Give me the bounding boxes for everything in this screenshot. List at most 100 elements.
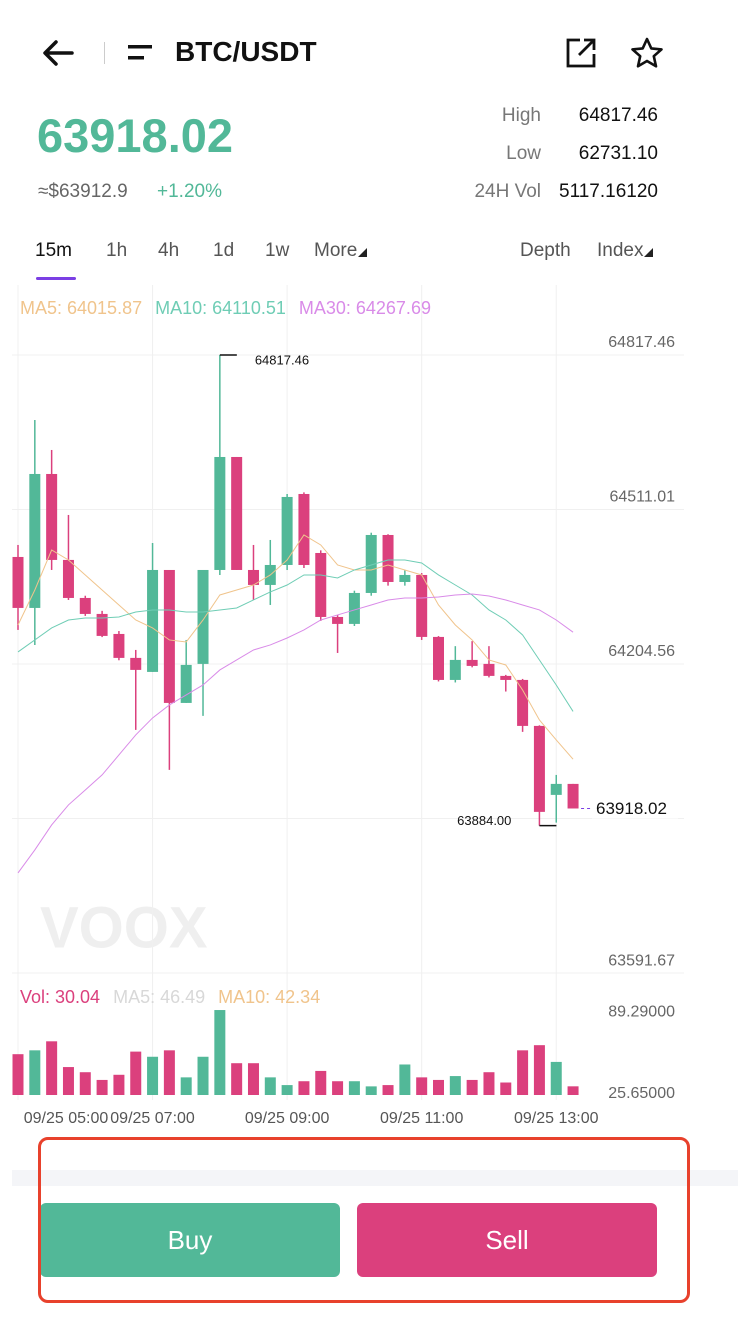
candle-body [197,569,209,664]
tab[interactable]: 4h [158,240,180,261]
candle-body [517,679,529,726]
share-icon[interactable] [564,36,598,70]
tab[interactable]: 1d [213,240,235,261]
volume-bar [231,1063,243,1095]
stat-value: 62731.10 [578,143,658,164]
volume-bar [567,1086,579,1095]
buy-button[interactable]: Buy [40,1203,340,1277]
volume-tick-label: 25.65000 [608,1085,675,1102]
volume-bar [130,1051,142,1095]
candle-body [163,569,175,703]
candle-body [483,663,495,676]
legend-item: MA10: 42.34 [218,987,321,1007]
x-tick-label: 09/25 09:00 [245,1110,330,1127]
candle-body [466,659,478,666]
volume-bar [332,1081,344,1095]
stat-value: 5117.16120 [559,181,658,202]
candle-body [46,473,58,560]
candle-body [399,574,411,582]
volume-bar [96,1079,108,1095]
volume-bar [365,1086,377,1095]
volume-bar [214,1010,226,1095]
volume-tick-label: 89.29000 [608,1003,675,1020]
candle-body [365,534,377,593]
y-tick-label: 64204.56 [608,643,675,660]
volume-legend: Vol: 30.04 MA5: 46.49 MA10: 42.34 [20,987,320,1008]
candle-body [433,636,444,680]
legend-item: Vol: 30.04 [20,987,101,1007]
stat-label: 24H Vol [474,181,541,202]
candle-body [332,616,344,624]
candle-body [113,633,125,658]
legend-item: MA30: 64267.69 [298,298,431,318]
legend-item: MA10: 64110.51 [155,298,286,318]
x-tick-label: 09/25 07:00 [110,1110,195,1127]
volume-bar [517,1050,529,1095]
high-label: 64817.46 [255,352,309,367]
volume-bar [79,1072,91,1095]
tab[interactable]: 1h [106,240,128,261]
candle-body [79,597,91,614]
tab-indicator [36,277,76,280]
dropdown-icon [644,248,654,257]
candle-body [147,569,159,672]
volume-bar [113,1074,125,1095]
candle-body [567,783,579,809]
volume-bar [433,1079,444,1095]
candle-body [130,657,142,670]
tab[interactable]: More [314,240,368,262]
ma-legend: MA5: 64015.87 MA10: 64110.51 MA30: 64267.6… [20,298,431,319]
watermark: VOOX [40,895,208,960]
last-price: 63918.02 [37,109,234,162]
tab-text: More [314,240,358,261]
volume-bar [416,1077,428,1095]
candle-body [550,783,562,795]
back-icon[interactable] [40,38,76,68]
stat-label: High [501,105,541,126]
y-tick-label: 63591.67 [608,952,675,969]
last-price-bg [592,798,678,819]
candle-body [247,569,259,585]
candle-body [315,552,327,617]
volume-bar [466,1079,478,1095]
y-tick-label: 64511.01 [609,489,675,506]
stat-label: Low [506,143,541,164]
volume-bar [12,1054,24,1095]
candle-body [180,664,192,703]
highlight-box [38,1137,690,1303]
tab[interactable]: Index [597,240,654,262]
sell-button[interactable]: Sell [357,1203,657,1277]
volume-bar [147,1056,159,1095]
low-label: 63884.00 [457,813,511,828]
candle-body [416,574,428,637]
menu-icon[interactable] [126,42,154,64]
dropdown-icon [358,248,368,257]
candle-body [12,556,24,608]
y-tick-label: 64817.46 [608,334,675,351]
ma-line [17,593,574,874]
volume-bar [29,1050,41,1095]
volume-bar [163,1050,175,1095]
tab[interactable]: Depth [520,240,571,261]
change: +1.20% [157,181,222,202]
volume-bar [281,1085,293,1095]
candle-body [298,493,310,565]
tab-text: Index [597,240,644,261]
divider [104,42,105,64]
legend-item: MA5: 46.49 [113,987,206,1007]
star-icon[interactable] [629,36,665,70]
volume-bar [449,1076,461,1095]
volume-bar [550,1061,562,1095]
ma-line [17,559,574,712]
x-tick-label: 09/25 11:00 [380,1110,463,1127]
volume-bar [264,1077,276,1095]
tab[interactable]: 15m [35,240,72,261]
volume-bar [348,1081,360,1095]
x-tick-label: 09/25 05:00 [24,1110,109,1127]
tab[interactable]: 1w [265,240,290,261]
last-price-label: 63918.02 [596,799,667,818]
candle-body [281,496,293,565]
volume-bar [382,1085,394,1095]
candle-body [62,559,74,598]
